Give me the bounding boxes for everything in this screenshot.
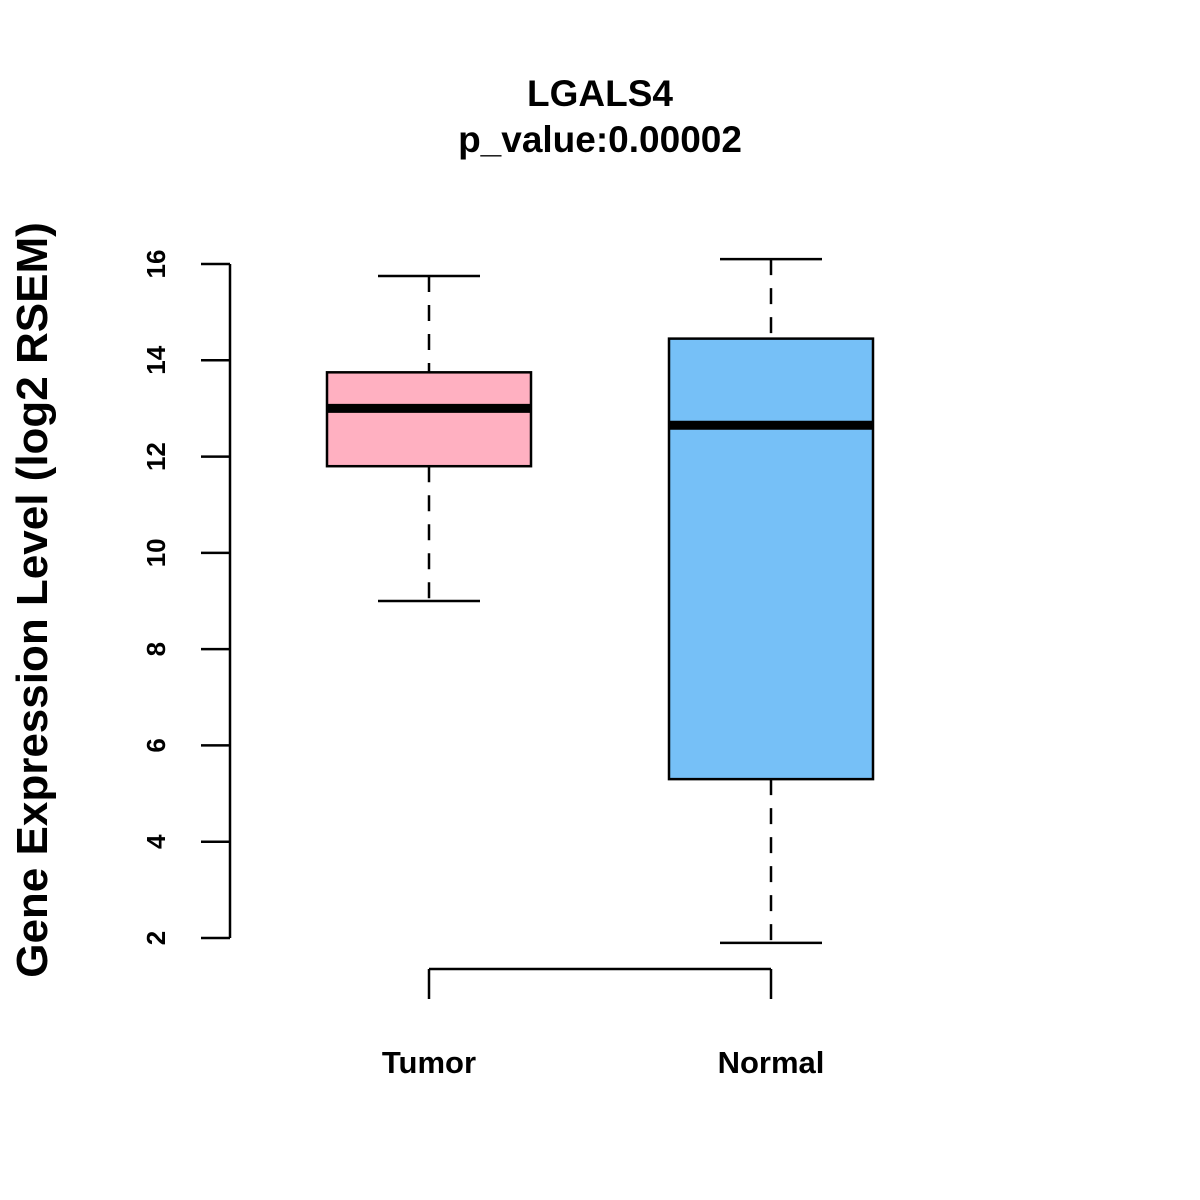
x-tick-label: Tumor [382,1045,476,1080]
y-tick-label: 2 [141,931,171,945]
box-iqr [667,337,875,781]
x-axis: Tumor Normal [382,967,825,1080]
y-tick-label: 6 [141,738,171,752]
y-tick-label: 14 [141,345,171,374]
y-tick-label: 4 [141,834,171,849]
box-iqr [325,371,533,468]
box-tumor [325,274,533,603]
box-normal [667,257,875,945]
y-tick-label: 12 [141,442,171,471]
y-axis-label: Gene Expression Level (log2 RSEM) [8,222,57,978]
boxes [325,257,875,945]
y-tick-label: 8 [141,642,171,656]
chart-title: LGALS4 [527,73,673,114]
chart-subtitle: p_value:0.00002 [458,119,742,160]
y-tick-label: 10 [141,538,171,567]
y-tick-label: 16 [141,250,171,279]
y-axis: 2 4 6 8 10 12 14 16 [141,250,232,945]
x-tick-label: Normal [718,1045,825,1080]
